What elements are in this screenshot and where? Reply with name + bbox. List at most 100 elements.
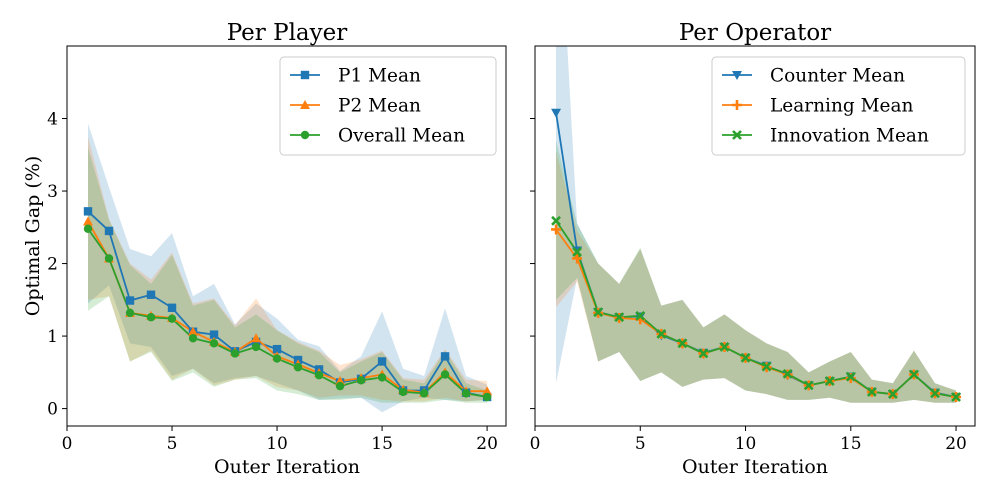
- learning-mean-confidence-band: [556, 151, 957, 403]
- x-tick-label: 20: [945, 434, 967, 454]
- legend-label: P1 Mean: [338, 66, 421, 87]
- overall-mean-point: [125, 308, 135, 318]
- innovation-mean-point: [845, 371, 856, 382]
- p1-mean-confidence-band: [88, 123, 488, 413]
- innovation-mean-point: [677, 338, 688, 349]
- p1-mean-point: [440, 352, 450, 361]
- innovation-mean-point: [698, 348, 709, 359]
- legend-entry-p2-mean: P2 Mean: [290, 96, 421, 117]
- x-axis-label: Outer Iteration: [682, 456, 828, 478]
- counter-mean-confidence-band: [556, 46, 957, 403]
- innovation-mean-point: [614, 312, 625, 323]
- p2-mean-point: [188, 326, 199, 336]
- chart-title: Per Player: [227, 20, 348, 46]
- p2-mean-point: [83, 216, 94, 226]
- legend-marker: [300, 100, 310, 109]
- overall-mean-point: [272, 354, 282, 363]
- legend-entry-p1-mean: P1 Mean: [290, 66, 421, 87]
- p1-mean-point: [146, 290, 156, 299]
- innovation-mean-point: [761, 361, 772, 372]
- overall-mean-point: [167, 314, 177, 323]
- overall-mean-point: [377, 373, 387, 382]
- p1-mean-point: [377, 357, 387, 366]
- legend-box: [711, 56, 966, 156]
- x-tick-label: 5: [635, 434, 646, 454]
- x-axis-label: Outer Iteration: [214, 456, 360, 478]
- legend: Counter Mean Learning Mean Innovation Mean: [711, 56, 966, 156]
- y-tick-label: 1: [47, 327, 58, 347]
- x-tick-label: 20: [476, 434, 498, 454]
- legend-entry-counter-mean: Counter Mean: [722, 66, 905, 87]
- innovation-mean-point: [782, 368, 793, 379]
- overall-mean-point: [230, 349, 240, 358]
- p2-mean-confidence-band: [88, 136, 488, 402]
- overall-mean-point: [314, 371, 324, 380]
- overall-mean-point: [440, 370, 450, 379]
- overall-mean-point: [335, 381, 345, 391]
- legend-entry-overall-mean: Overall Mean: [290, 126, 465, 147]
- chart-title: Per Operator: [679, 20, 831, 46]
- x-tick-label: 10: [735, 434, 757, 454]
- overall-mean-point: [251, 342, 261, 352]
- plot-frame: [66, 45, 507, 427]
- innovation-mean-point: [635, 310, 646, 321]
- innovation-mean-point: [719, 342, 730, 352]
- legend-label: Learning Mean: [770, 96, 913, 117]
- x-tick-label: 5: [167, 434, 178, 454]
- legend-marker: [732, 71, 742, 80]
- legend-label: Counter Mean: [770, 66, 905, 87]
- innovation-mean-point: [866, 386, 877, 397]
- innovation-mean-point: [803, 380, 814, 391]
- innovation-mean-point: [951, 392, 961, 402]
- legend-marker: [300, 70, 310, 80]
- x-tick-label: 0: [62, 434, 73, 454]
- y-tick-label: 3: [47, 182, 58, 202]
- overall-mean-confidence-band: [88, 147, 488, 403]
- innovation-mean-point: [824, 376, 835, 386]
- overall-mean-point: [83, 224, 93, 233]
- y-tick-label: 4: [47, 110, 58, 130]
- learning-mean-point: [572, 253, 583, 264]
- plot-frame: [534, 45, 976, 427]
- p1-mean-point: [83, 207, 93, 216]
- legend-marker: [732, 130, 742, 140]
- per-operator-chart: Per Operator Outer Iteration 0 5 10 15 20 Co…: [530, 20, 976, 478]
- innovation-mean-point: [887, 389, 898, 400]
- innovation-mean-point: [740, 352, 751, 363]
- x-tick-label: 0: [530, 434, 541, 454]
- overall-mean-point: [293, 363, 303, 372]
- legend-label: Innovation Mean: [770, 126, 929, 147]
- innovation-mean-confidence-band: [556, 140, 957, 403]
- overall-mean-point: [461, 389, 471, 398]
- y-axis-label: Optimal Gap (%): [22, 156, 44, 317]
- p1-mean-point: [167, 303, 177, 312]
- overall-mean-point: [398, 387, 408, 397]
- y-tick-label: 2: [47, 255, 58, 275]
- innovation-mean-point: [930, 388, 940, 399]
- p1-mean-point: [272, 344, 282, 354]
- legend-entry-innovation-mean: Innovation Mean: [722, 126, 929, 147]
- learning-mean-point: [551, 224, 562, 235]
- innovation-mean-point: [656, 328, 667, 339]
- legend-marker: [732, 100, 742, 110]
- innovation-mean-point: [593, 307, 604, 318]
- p1-mean-point: [209, 330, 219, 339]
- x-tick-label: 15: [371, 434, 393, 454]
- legend-label: P2 Mean: [338, 96, 421, 117]
- innovation-mean-point: [909, 369, 919, 380]
- overall-mean-point: [146, 313, 156, 322]
- overall-mean-point: [419, 389, 429, 398]
- legend: P1 Mean P2 Mean Overall Mean: [279, 56, 497, 156]
- p1-mean-point: [104, 226, 114, 236]
- legend-entry-learning-mean: Learning Mean: [722, 96, 913, 117]
- per-player-chart: Per Player Outer Iteration Optimal Gap (…: [22, 20, 507, 478]
- p2-mean-point: [251, 333, 262, 343]
- overall-mean-point: [209, 339, 219, 348]
- x-tick-label: 10: [266, 434, 288, 454]
- overall-mean-point: [188, 334, 198, 343]
- legend-marker: [300, 130, 310, 140]
- legend-label: Overall Mean: [338, 126, 465, 147]
- p1-mean-point: [125, 296, 135, 305]
- overall-mean-point: [482, 392, 492, 402]
